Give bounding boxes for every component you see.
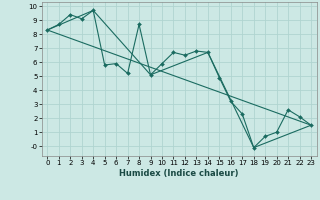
X-axis label: Humidex (Indice chaleur): Humidex (Indice chaleur) (119, 169, 239, 178)
